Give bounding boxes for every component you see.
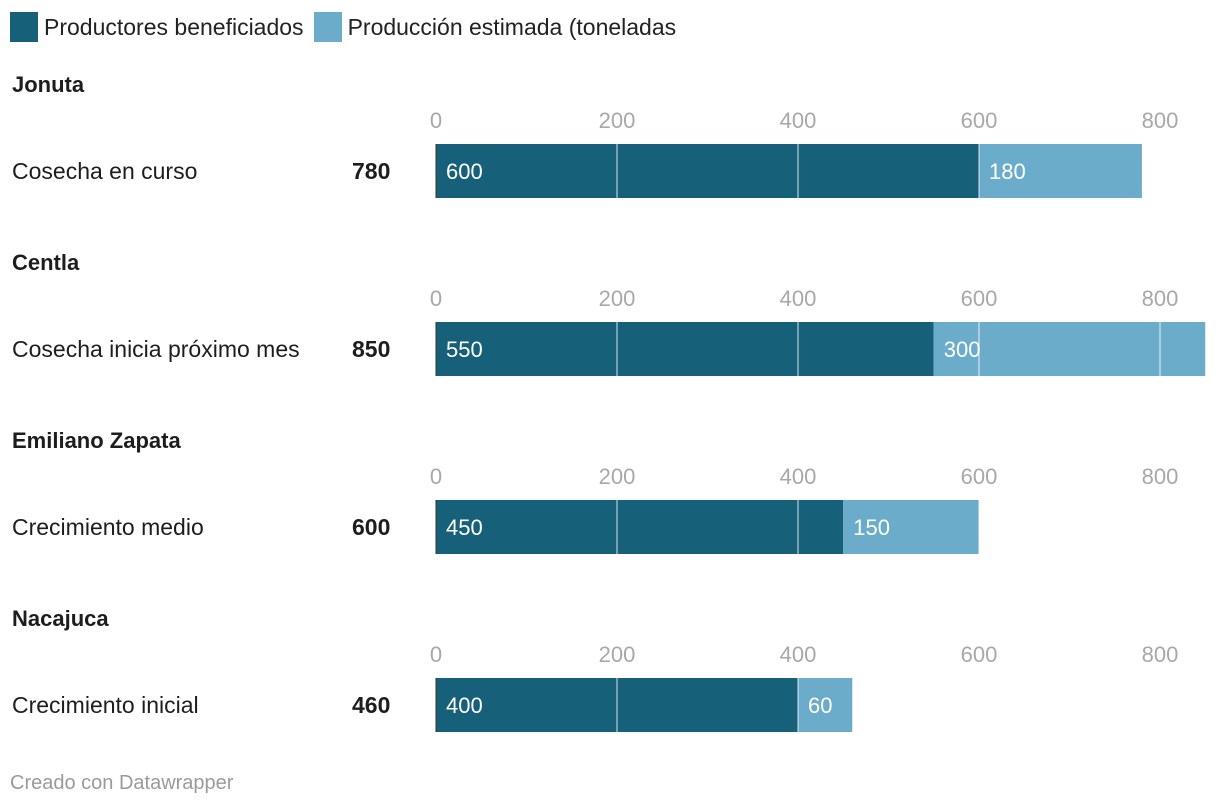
legend-item-produccion: Producción estimada (toneladas — [313, 12, 677, 42]
tick-label: 600 — [961, 286, 998, 311]
chart-group-emiliano-zapata: Emiliano Zapata Crecimiento medio 600 0 2… — [0, 428, 1220, 606]
tick-label: 600 — [961, 642, 998, 667]
chart-group-jonuta: Jonuta Cosecha en curso 780 0 200 400 600 80… — [0, 72, 1220, 250]
row-total: 600 — [352, 514, 391, 540]
tick-label: 0 — [430, 108, 442, 133]
row-label: Crecimiento medio — [12, 514, 204, 540]
tick-label: 800 — [1142, 464, 1179, 489]
bar-segment-productores — [436, 500, 844, 554]
legend-item-productores: Productores beneficiados — [10, 12, 304, 42]
tick-label: 200 — [599, 642, 636, 667]
group-title: Emiliano Zapata — [12, 428, 181, 453]
data-label-productores: 450 — [446, 515, 483, 540]
data-label-produccion: 300 — [944, 337, 981, 362]
chart-group-nacajuca: Nacajuca Crecimiento inicial 460 0 200 400… — [0, 606, 1220, 784]
bar-segment-productores — [436, 144, 979, 198]
row-total: 460 — [352, 692, 391, 718]
bar-segment-produccion — [979, 144, 1142, 198]
tick-label: 400 — [780, 286, 817, 311]
tick-label: 400 — [780, 464, 817, 489]
data-label-produccion: 180 — [989, 159, 1026, 184]
tick-label: 800 — [1142, 108, 1179, 133]
group-title: Jonuta — [12, 72, 85, 97]
footer-credit: Creado con Datawrapper — [10, 772, 234, 794]
bar-segment-produccion — [843, 500, 979, 554]
tick-label: 0 — [430, 642, 442, 667]
row-total: 850 — [352, 336, 391, 362]
row-label: Cosecha en curso — [12, 158, 198, 184]
tick-label: 600 — [961, 464, 998, 489]
data-label-produccion: 150 — [853, 515, 890, 540]
data-label-productores: 600 — [446, 159, 483, 184]
tick-label: 400 — [780, 642, 817, 667]
data-label-productores: 550 — [446, 337, 483, 362]
group-title: Nacajuca — [12, 606, 109, 631]
tick-label: 800 — [1142, 642, 1179, 667]
tick-label: 200 — [599, 108, 636, 133]
row-label: Crecimiento inicial — [12, 692, 199, 718]
legend: Productores beneficiados Producción esti… — [10, 12, 686, 42]
legend-swatch-produccion — [313, 12, 342, 42]
tick-label: 200 — [599, 464, 636, 489]
data-label-productores: 400 — [446, 693, 483, 718]
tick-label: 400 — [780, 108, 817, 133]
bar-chart-centla: 0 200 400 600 800 550 300 — [430, 286, 1206, 376]
tick-label: 0 — [430, 286, 442, 311]
bar-segment-productores — [436, 322, 934, 376]
row-total: 780 — [352, 158, 391, 184]
tick-label: 0 — [430, 464, 442, 489]
legend-swatch-productores — [10, 12, 38, 42]
bar-chart-jonuta: 0 200 400 600 800 600 180 — [430, 108, 1179, 198]
bar-segment-produccion — [798, 678, 853, 732]
chart-group-centla: Centla Cosecha inicia próximo mes 850 0 2… — [0, 250, 1220, 428]
tick-label: 600 — [961, 108, 998, 133]
tick-label: 800 — [1142, 286, 1179, 311]
bar-chart-emiliano-zapata: 0 200 400 600 800 450 150 — [430, 464, 1179, 554]
tick-label: 200 — [599, 286, 636, 311]
legend-label-productores: Productores beneficiados — [44, 13, 304, 40]
data-label-produccion: 60 — [808, 693, 832, 718]
row-label: Cosecha inicia próximo mes — [12, 336, 300, 362]
bar-chart-nacajuca: 0 200 400 600 800 400 60 — [430, 642, 1179, 732]
group-title: Centla — [12, 250, 80, 275]
legend-label-produccion: Producción estimada (toneladas — [347, 13, 677, 40]
